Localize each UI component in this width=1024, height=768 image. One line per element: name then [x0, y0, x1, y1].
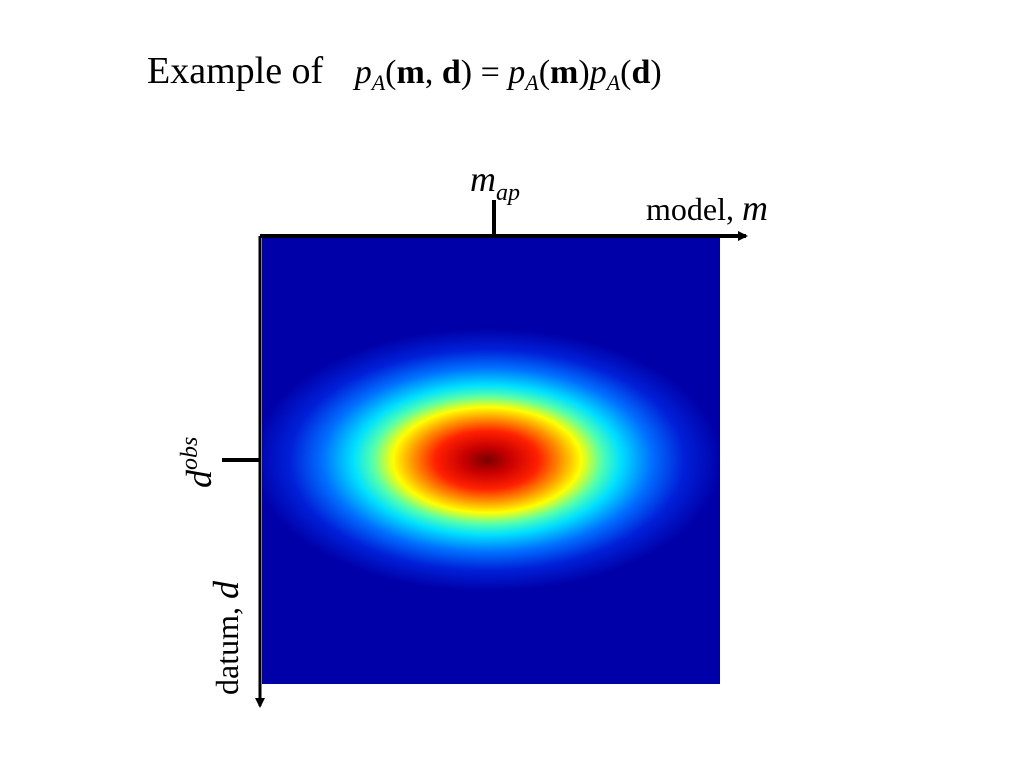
- d-obs-label: dobs: [177, 437, 219, 488]
- label-text: model,: [646, 191, 742, 227]
- subscript: ap: [496, 180, 520, 206]
- title: Example of pA(m, d) = pA(m)pA(d): [147, 50, 662, 95]
- formula-part: (: [620, 54, 631, 91]
- model-label: model, m: [646, 188, 768, 228]
- formula-part: p: [353, 54, 372, 91]
- label-text: datum,: [209, 599, 245, 695]
- symbol: d: [206, 580, 246, 599]
- formula-part: m: [397, 54, 425, 91]
- symbol: d: [179, 469, 219, 488]
- formula-part: A: [605, 70, 621, 95]
- formula-part: (: [385, 54, 396, 91]
- formula-part: ): [578, 54, 589, 91]
- formula-part: (: [539, 54, 550, 91]
- formula-part: ) =: [461, 54, 509, 91]
- formula-part: m: [550, 54, 578, 91]
- heatmap: [262, 236, 720, 684]
- formula-part: ): [650, 54, 661, 91]
- formula-part: ,: [425, 54, 442, 91]
- m-ap-label: map: [470, 159, 520, 206]
- formula-part: A: [370, 70, 386, 95]
- datum-label: datum, d: [206, 580, 246, 695]
- superscript: obs: [177, 437, 203, 470]
- formula-part: d: [631, 54, 650, 91]
- formula-part: d: [442, 54, 461, 91]
- formula-part: p: [588, 54, 607, 91]
- title-lead: Example of: [147, 50, 324, 92]
- symbol: m: [470, 159, 496, 199]
- symbol: m: [742, 188, 768, 228]
- formula-part: A: [523, 70, 539, 95]
- formula-part: p: [506, 54, 525, 91]
